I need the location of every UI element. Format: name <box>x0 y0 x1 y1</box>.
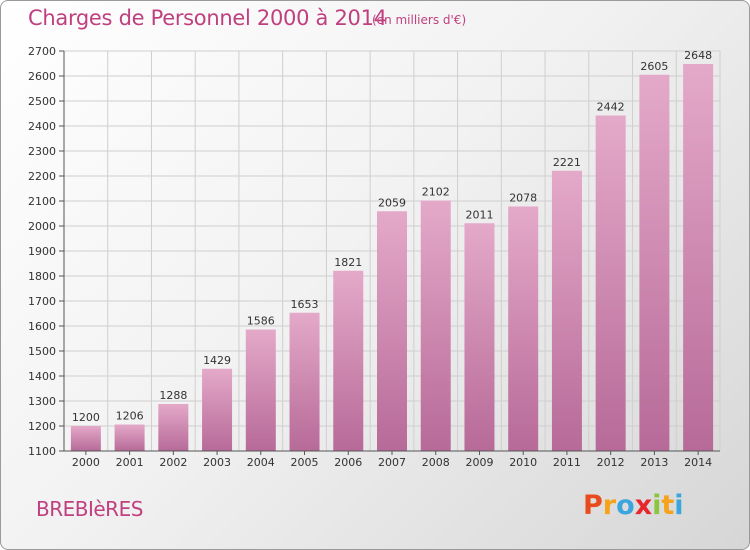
logo-letter: i <box>652 490 662 521</box>
x-tick-label-2001: 2001 <box>116 456 144 469</box>
x-tick-label-2012: 2012 <box>597 456 625 469</box>
commune-name: BREBIèRES <box>36 497 143 521</box>
data-label-2012: 2442 <box>597 101 625 114</box>
x-tick-label-2007: 2007 <box>378 456 406 469</box>
y-tick-label: 2700 <box>28 45 56 58</box>
data-label-2010: 2078 <box>509 192 537 205</box>
y-tick-label: 2100 <box>28 195 56 208</box>
x-tick-label-2005: 2005 <box>291 456 319 469</box>
data-label-2001: 1206 <box>116 410 144 423</box>
data-label-2003: 1429 <box>203 354 231 367</box>
y-tick-label: 2200 <box>28 170 56 183</box>
x-tick-label-2014: 2014 <box>684 456 712 469</box>
logo-letter: x <box>634 490 653 521</box>
x-tick-label-2003: 2003 <box>203 456 231 469</box>
bar-2000 <box>70 426 101 451</box>
logo-letter: t <box>661 490 675 521</box>
x-tick-label-2004: 2004 <box>247 456 275 469</box>
y-tick-label: 2600 <box>28 70 56 83</box>
y-tick-label: 1400 <box>28 370 56 383</box>
x-tick-label-2011: 2011 <box>553 456 581 469</box>
axes: 1100 1200 1300 1400 1500 1600 1700 1800 1900 2000… <box>28 45 720 469</box>
data-label-2008: 2102 <box>422 186 450 199</box>
y-tick-label: 1700 <box>28 295 56 308</box>
y-tick-label: 2500 <box>28 95 56 108</box>
proxiti-logo[interactable]: Proxiti <box>583 490 684 521</box>
data-label-2007: 2059 <box>378 196 406 209</box>
bar-2006 <box>333 270 364 451</box>
y-tick-label: 1100 <box>28 445 56 458</box>
bar-2014 <box>683 64 714 451</box>
bar-2013 <box>639 74 670 451</box>
y-tick-label: 2400 <box>28 120 56 133</box>
bar-2003 <box>202 368 233 451</box>
logo-letter: i <box>674 490 684 521</box>
bar-2008 <box>420 200 451 451</box>
y-tick-label: 1500 <box>28 345 56 358</box>
data-label-2013: 2605 <box>640 60 668 73</box>
x-tick-label-2009: 2009 <box>465 456 493 469</box>
bar-2005 <box>289 312 320 451</box>
data-label-2004: 1586 <box>247 315 275 328</box>
chart-title: Charges de Personnel 2000 à 2014 <box>28 6 387 30</box>
bar-2012 <box>595 115 626 451</box>
bar-2010 <box>508 206 539 451</box>
logo-letter: o <box>616 490 635 521</box>
y-tick-label: 1900 <box>28 245 56 258</box>
x-tick-label-2002: 2002 <box>159 456 187 469</box>
x-tick-label-2000: 2000 <box>72 456 100 469</box>
data-label-2000: 1200 <box>72 411 100 424</box>
bar-2002 <box>158 404 189 451</box>
bar-2001 <box>114 424 145 451</box>
x-tick-label-2008: 2008 <box>422 456 450 469</box>
bar-2007 <box>377 211 407 451</box>
data-label-2002: 1288 <box>159 389 187 402</box>
y-tick-label: 2000 <box>28 220 56 233</box>
data-label-2011: 2221 <box>553 156 581 169</box>
logo-letter: P <box>583 490 603 521</box>
data-label-2009: 2011 <box>465 208 493 221</box>
bars: 1200 1206 1288 1429 1586 1653 1821 2059 2102 2011… <box>70 49 714 451</box>
chart-subtitle: (en milliers d'€) <box>372 13 467 27</box>
y-tick-label: 1300 <box>28 395 56 408</box>
data-label-2005: 1653 <box>291 298 319 311</box>
bar-2011 <box>551 170 582 451</box>
y-tick-label: 1600 <box>28 320 56 333</box>
bar-2009 <box>464 223 495 451</box>
logo-letter: r <box>602 490 617 521</box>
data-label-2014: 2648 <box>684 49 712 62</box>
y-tick-label: 1200 <box>28 420 56 433</box>
x-tick-label-2010: 2010 <box>509 456 537 469</box>
x-tick-label-2013: 2013 <box>640 456 668 469</box>
x-tick-label-2006: 2006 <box>334 456 362 469</box>
y-tick-label: 1800 <box>28 270 56 283</box>
y-tick-label: 2300 <box>28 145 56 158</box>
data-label-2006: 1821 <box>334 256 362 269</box>
bar-2004 <box>245 329 276 451</box>
